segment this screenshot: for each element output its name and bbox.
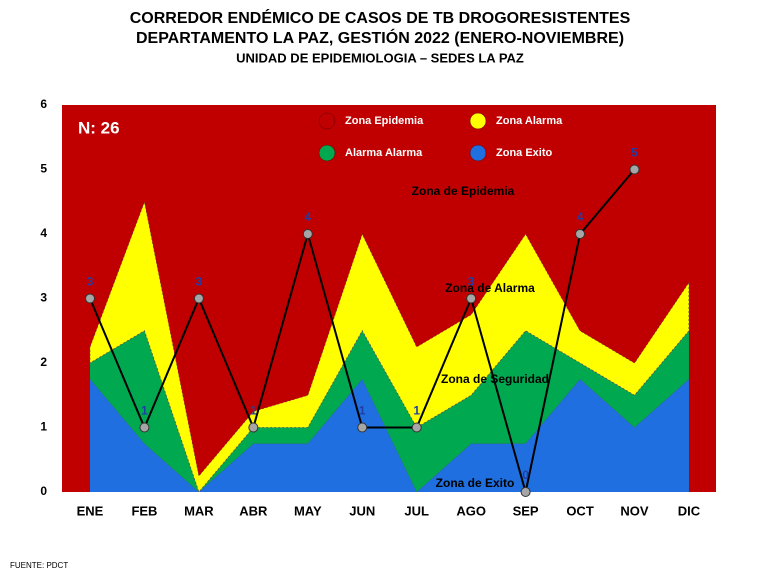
x-tick-label: ABR [239,503,268,518]
chart-subtitle: UNIDAD DE EPIDEMIOLOGIA – SEDES LA PAZ [236,50,524,65]
cases-marker [357,422,368,433]
data-label: 3 [87,275,94,289]
cases-marker [520,487,531,497]
annotation: Zona de Exito [436,476,515,490]
cases-marker [302,229,313,239]
data-label: 4 [304,210,311,224]
cases-marker [139,422,150,433]
y-tick-label: 1 [40,420,47,434]
y-tick-label: 5 [40,162,47,176]
cases-marker [466,293,477,304]
y-tick-label: 2 [40,355,47,369]
x-tick-label: JUN [349,503,375,518]
legend-swatch [469,144,487,162]
x-tick-label: JUL [404,503,429,518]
data-label: 1 [141,404,148,418]
y-tick-label: 6 [40,97,47,111]
data-label: 3 [196,275,203,289]
legend-swatch [318,144,336,162]
cases-marker [248,422,259,433]
y-tick-label: 0 [40,484,47,498]
cases-marker [411,422,422,433]
annotation: Zona de Epidemia [412,184,515,198]
area [90,330,689,492]
legend-label: Zona Exito [496,147,553,159]
chart-title: CORREDOR ENDÉMICO DE CASOS DE TB DROGORE… [130,8,631,27]
y-tick-label: 3 [40,291,47,305]
area [89,200,690,493]
area [90,105,689,476]
data-label: 5 [631,146,638,160]
data-label: 1 [413,404,420,418]
x-tick-label: SEP [513,503,539,518]
x-tick-label: AGO [456,503,486,518]
cases-marker [85,293,95,304]
x-tick-label: MAR [184,503,214,518]
data-label: 3 [468,275,475,289]
data-label: 1 [250,404,257,418]
legend-label: Alarma Alarma [345,147,423,159]
cases-marker [629,164,640,175]
x-tick-label: DIC [678,503,701,518]
data-label: 1 [359,404,366,418]
x-tick-label: MAY [294,503,322,518]
x-tick-label: OCT [566,503,594,518]
y-tick-label: 4 [40,226,47,240]
legend-swatch [318,112,336,130]
annotation: Zona de Alarma [445,281,535,295]
data-label: 4 [577,210,584,224]
annotation: Zona de Seguridad [441,372,549,386]
legend-label: Zona Epidemia [345,115,424,127]
data-label: 0 [522,468,529,482]
note: N: 26 [78,118,120,137]
x-tick-label: FEB [131,503,157,518]
chart-title: DEPARTAMENTO LA PAZ, GESTIÓN 2022 (ENERO… [136,28,624,47]
x-tick-label: NOV [620,503,649,518]
cases-marker [193,293,204,304]
cases-marker [575,229,586,239]
x-tick-label: ENE [77,503,104,518]
source: FUENTE: PDCT [10,561,68,570]
legend-swatch [469,112,487,130]
legend-label: Zona Alarma [496,115,563,127]
